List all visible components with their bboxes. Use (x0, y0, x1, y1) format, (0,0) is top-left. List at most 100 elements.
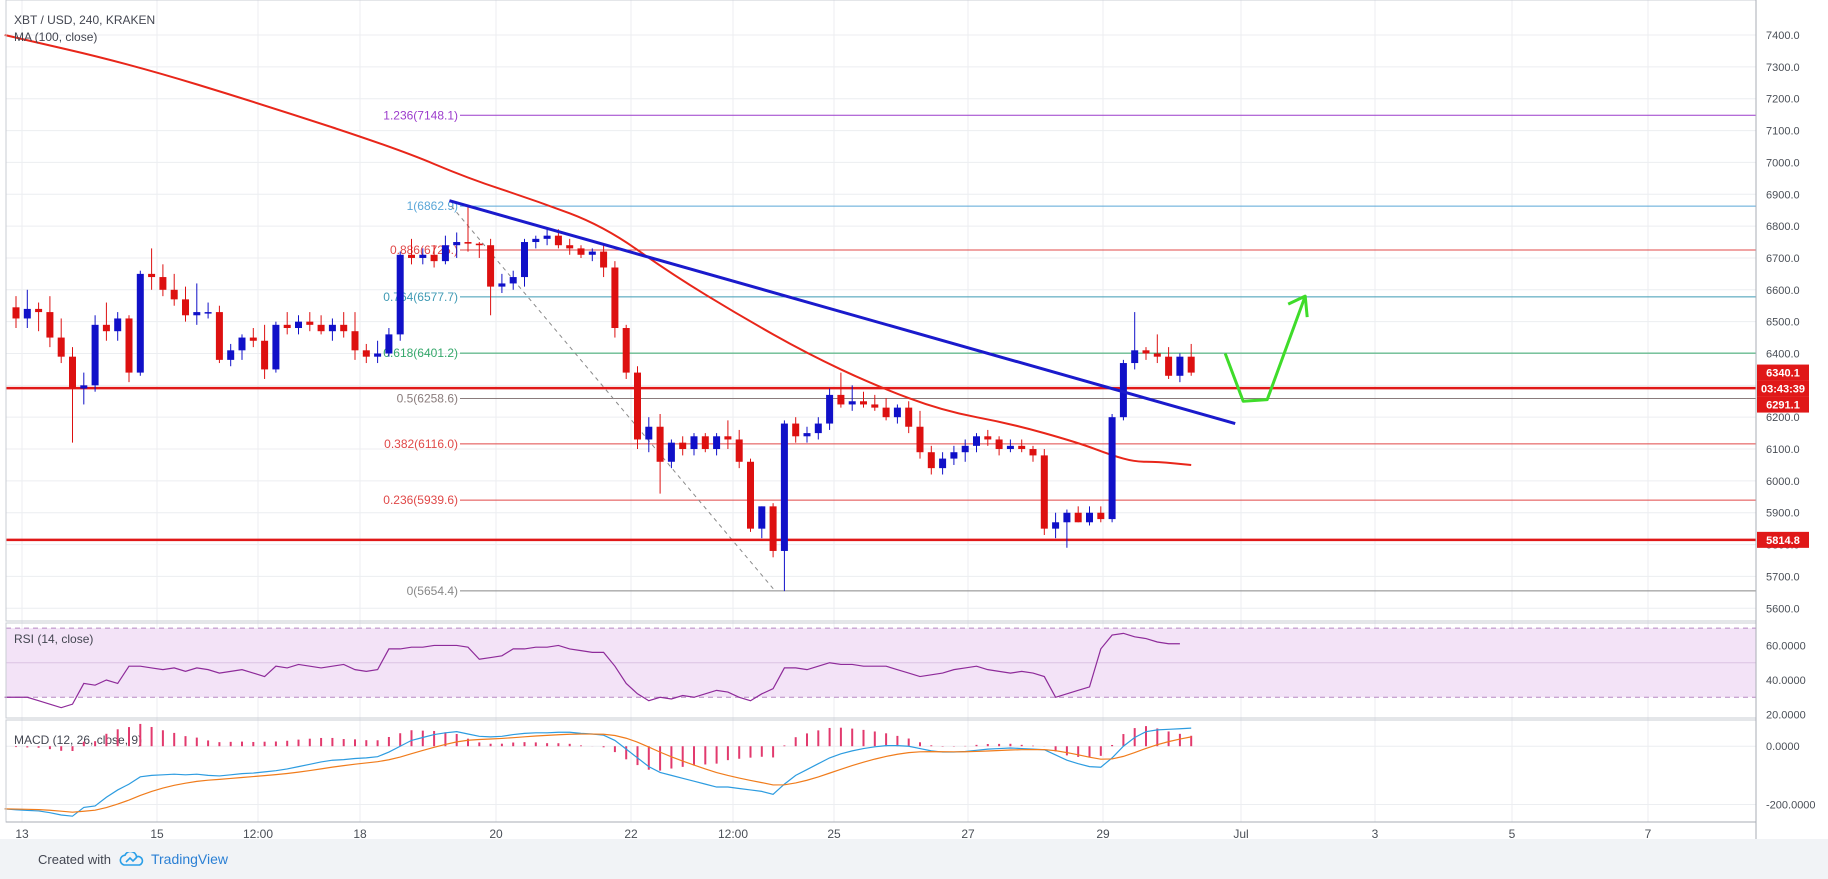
candle[interactable] (950, 445, 958, 465)
candle[interactable] (984, 429, 992, 446)
candle[interactable] (905, 401, 913, 434)
candle[interactable] (487, 238, 495, 316)
candle[interactable] (35, 302, 43, 332)
candle[interactable] (577, 245, 585, 258)
candle[interactable] (340, 312, 348, 338)
candle[interactable] (758, 506, 766, 539)
candle[interactable] (1165, 347, 1173, 379)
candle[interactable] (509, 270, 517, 290)
candle[interactable] (204, 302, 212, 319)
candle[interactable] (679, 436, 687, 456)
candle[interactable] (1187, 343, 1195, 376)
candle[interactable] (114, 312, 122, 341)
candle[interactable] (453, 232, 461, 258)
candle[interactable] (215, 305, 223, 364)
candle[interactable] (419, 248, 427, 265)
candle[interactable] (893, 404, 901, 424)
price-pane[interactable]: 1.236(7148.1) 1(6862.9) 0.886(6725.) 0.764(… (4, 34, 1756, 598)
candle[interactable] (351, 312, 359, 360)
candle[interactable] (769, 503, 777, 558)
chart-canvas[interactable]: 1.236(7148.1) 1(6862.9) 0.886(6725.) 0.764(… (0, 0, 1828, 839)
candle[interactable] (317, 315, 325, 335)
candle[interactable] (814, 417, 822, 440)
candle[interactable] (295, 315, 302, 335)
candle[interactable] (46, 296, 54, 348)
candle[interactable] (871, 394, 879, 411)
candle[interactable] (916, 410, 924, 459)
candle[interactable] (611, 261, 619, 338)
rsi-pane[interactable]: RSI (14, close) (4, 627, 1756, 709)
candle[interactable] (283, 312, 291, 335)
candle[interactable] (374, 340, 382, 364)
candle[interactable] (464, 207, 472, 252)
candle[interactable] (656, 414, 664, 494)
candle[interactable] (882, 398, 890, 421)
candle[interactable] (803, 426, 811, 443)
candle[interactable] (408, 238, 415, 265)
candle[interactable] (566, 238, 574, 255)
candle[interactable] (543, 229, 551, 246)
candle[interactable] (430, 245, 438, 268)
candle[interactable] (261, 324, 269, 379)
candle[interactable] (939, 452, 947, 475)
macd-pane[interactable]: MACD (12, 26, close, 9) (4, 723, 1193, 817)
candle[interactable] (69, 347, 76, 443)
candle[interactable] (780, 420, 788, 592)
candle[interactable] (1176, 353, 1184, 383)
candle[interactable] (1097, 506, 1105, 523)
candle[interactable] (521, 238, 528, 287)
candle[interactable] (1074, 506, 1082, 523)
candle[interactable] (475, 242, 483, 258)
candle[interactable] (532, 235, 540, 249)
candle[interactable] (272, 321, 280, 373)
candle[interactable] (645, 417, 653, 453)
candle[interactable] (136, 270, 144, 376)
candle[interactable] (588, 248, 596, 262)
candle[interactable] (80, 372, 88, 405)
candle[interactable] (125, 315, 133, 383)
candle[interactable] (848, 385, 856, 411)
candle[interactable] (735, 429, 743, 469)
candle[interactable] (362, 343, 370, 364)
candle[interactable] (57, 318, 65, 364)
candle[interactable] (1029, 445, 1037, 462)
candle[interactable] (634, 366, 641, 450)
candle[interactable] (385, 328, 393, 357)
candle[interactable] (249, 328, 257, 348)
candle[interactable] (1006, 439, 1014, 453)
candle[interactable] (396, 251, 404, 341)
candle[interactable] (1018, 439, 1026, 453)
candle[interactable] (1153, 334, 1161, 364)
candle[interactable] (102, 302, 110, 341)
candle[interactable] (23, 289, 31, 329)
candle[interactable] (667, 439, 675, 469)
candle[interactable] (159, 264, 167, 297)
candle[interactable] (238, 334, 246, 360)
candle[interactable] (441, 235, 449, 265)
candle[interactable] (1142, 347, 1150, 360)
candle[interactable] (713, 433, 721, 456)
candle[interactable] (91, 315, 99, 392)
candle[interactable] (12, 296, 20, 329)
candle[interactable] (193, 283, 201, 325)
candle[interactable] (306, 312, 314, 332)
candle[interactable] (961, 439, 969, 462)
candle[interactable] (1108, 414, 1116, 523)
candle[interactable] (860, 391, 867, 408)
candle[interactable] (182, 286, 189, 322)
candle[interactable] (170, 273, 178, 306)
candle[interactable] (498, 273, 506, 293)
candle[interactable] (995, 436, 1003, 456)
candle[interactable] (826, 388, 834, 430)
candle[interactable] (1052, 512, 1060, 539)
candle[interactable] (148, 248, 156, 290)
candle[interactable] (701, 433, 709, 453)
candle[interactable] (227, 343, 235, 367)
candle[interactable] (690, 433, 698, 456)
tradingview-link[interactable]: TradingView (119, 851, 228, 867)
candle[interactable] (600, 245, 608, 278)
candle[interactable] (724, 420, 732, 450)
candle[interactable] (927, 445, 935, 475)
candle[interactable] (622, 324, 630, 379)
bearish-trendline[interactable] (448, 199, 1236, 425)
